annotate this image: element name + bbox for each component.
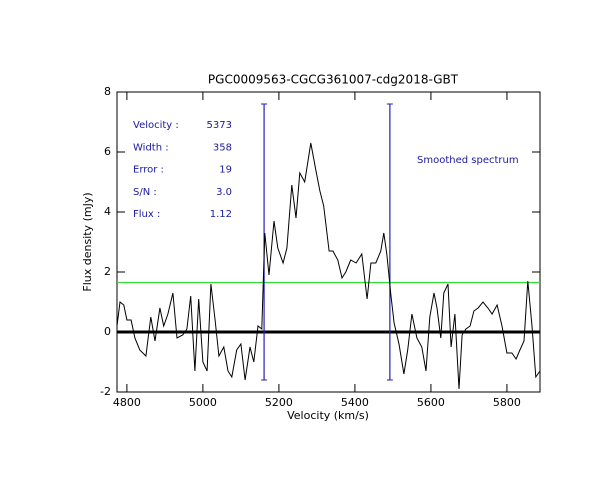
y-tick-label: 8 <box>104 85 111 98</box>
y-tick-label: -2 <box>100 385 111 398</box>
stat-value: 5373 <box>207 120 232 131</box>
stat-value: 19 <box>219 165 232 176</box>
stat-label: Error : <box>133 165 164 176</box>
spectrum-line <box>116 142 541 390</box>
y-tick-label: 2 <box>104 265 111 278</box>
x-axis-label: Velocity (km/s) <box>287 409 369 422</box>
stat-label: Flux : <box>133 209 160 220</box>
chart-title: PGC0009563-CGCG361007-cdg2018-GBT <box>208 73 459 87</box>
x-tick-label: 5800 <box>493 396 521 409</box>
stat-label: Velocity : <box>133 120 179 131</box>
stat-value: 3.0 <box>216 187 232 198</box>
y-tick-label: 4 <box>104 205 111 218</box>
x-tick-label: 4800 <box>113 396 141 409</box>
y-axis-label: Flux density (mJy) <box>81 192 94 291</box>
annotation: Smoothed spectrum <box>417 155 519 166</box>
x-tick-label: 5400 <box>341 396 369 409</box>
x-tick-label: 5600 <box>417 396 445 409</box>
plot-frame <box>116 91 541 393</box>
x-tick-label: 5200 <box>265 396 293 409</box>
x-tick-label: 5000 <box>189 396 217 409</box>
stat-value: 358 <box>213 142 232 153</box>
stat-label: Width : <box>133 142 169 153</box>
y-tick-label: 6 <box>104 145 111 158</box>
y-tick-label: 0 <box>104 325 111 338</box>
stat-label: S/N : <box>133 187 157 198</box>
stat-value: 1.12 <box>210 209 232 220</box>
